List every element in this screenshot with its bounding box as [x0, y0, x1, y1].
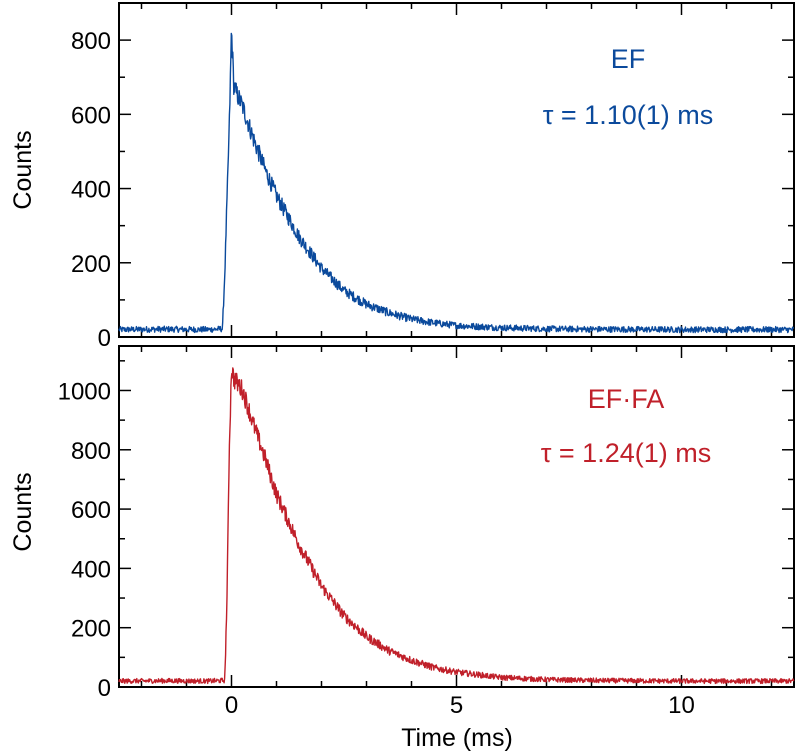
y-tick-label: 600 [71, 102, 111, 129]
y-tick-label: 400 [71, 556, 111, 583]
top-plot-frame [118, 2, 795, 338]
top-ticks [119, 2, 794, 338]
y-tick-label: 800 [71, 438, 111, 465]
top-tick-labels: 0 200 400 600 800 [71, 28, 111, 352]
top-series [118, 32, 795, 334]
bottom-plot-frame [118, 345, 795, 688]
y-tick-label: 200 [71, 616, 111, 643]
x-tick-label: 5 [450, 692, 463, 719]
bottom-ticks [119, 346, 794, 688]
bottom-ylabel: Counts [9, 472, 37, 551]
y-tick-label: 400 [71, 177, 111, 204]
x-tick-label: 0 [225, 692, 238, 719]
top-annotation-tau: τ = 1.10(1) ms [543, 100, 713, 130]
series-line [118, 367, 795, 685]
top-panel: 0 200 400 600 800 Counts EF τ = 1.10(1) ms [9, 2, 795, 352]
y-tick-label: 800 [71, 28, 111, 55]
bottom-series [118, 367, 795, 685]
bottom-annotation-tau: τ = 1.24(1) ms [541, 438, 711, 468]
bottom-annotation-label: EF·FA [588, 384, 665, 414]
y-tick-label: 200 [71, 251, 111, 278]
top-annotation-label: EF [611, 44, 646, 74]
bottom-tick-labels: 0 200 400 600 800 1000 0 5 10 [58, 378, 695, 719]
top-ylabel: Counts [9, 130, 37, 209]
x-tick-label: 10 [668, 692, 695, 719]
bottom-xlabel: Time (ms) [401, 724, 513, 752]
y-tick-label: 600 [71, 497, 111, 524]
series-line [118, 32, 795, 334]
y-tick-label: 0 [98, 325, 111, 352]
y-tick-label: 1000 [58, 378, 111, 405]
bottom-panel: 0 200 400 600 800 1000 0 5 10 Counts Time (ms) E… [9, 345, 795, 752]
y-tick-label: 0 [98, 675, 111, 702]
